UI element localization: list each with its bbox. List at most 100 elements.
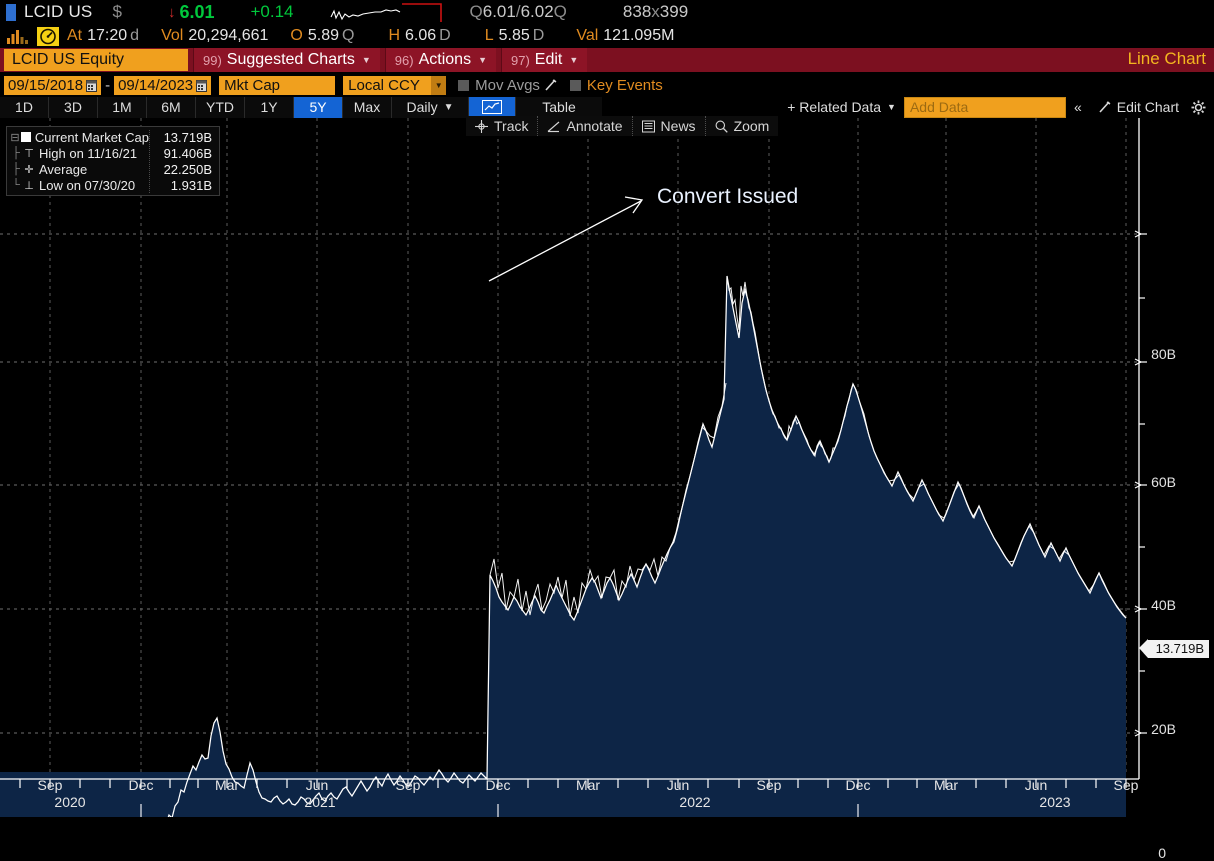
bidask-slash: /	[515, 2, 521, 21]
y-tick-80b: 80B	[1151, 346, 1176, 362]
date-to-field[interactable]: 09/14/2023	[114, 75, 212, 95]
chart-legend[interactable]: ⊟ Current Market Cap 13.719B ├ ⊤ High on…	[6, 126, 220, 196]
legend-row-average[interactable]: ├ ✛ Average 22.250B	[7, 161, 219, 177]
track-button[interactable]: Track	[466, 116, 539, 136]
calendar-icon[interactable]	[196, 79, 208, 92]
gear-icon[interactable]	[1191, 100, 1206, 115]
legend-label-low: Low on 07/30/20	[39, 177, 136, 193]
price-tag-arrow-icon	[1138, 639, 1148, 658]
price-down-arrow-icon: ↓	[167, 3, 176, 21]
pencil-icon[interactable]	[544, 78, 558, 92]
legend-square-icon	[20, 132, 31, 142]
legend-row-current[interactable]: ⊟ Current Market Cap 13.719B	[7, 129, 219, 145]
interval-label: Daily	[406, 99, 438, 115]
legend-label-current: Current Market Cap	[34, 129, 149, 145]
x-label-month-10: Mar	[933, 777, 959, 793]
period-bar: 1D 3D 1M 6M YTD 1Y 5Y Max Daily ▼ Table …	[0, 96, 1214, 118]
zoom-button[interactable]: Zoom	[706, 116, 779, 136]
track-label: Track	[494, 118, 529, 134]
period-max[interactable]: Max	[343, 96, 392, 118]
chevron-down-icon[interactable]: ▼	[431, 75, 447, 95]
period-1y[interactable]: 1Y	[245, 96, 294, 118]
legend-label-high: High on 11/16/21	[39, 145, 138, 161]
edit-chart-button[interactable]: Edit Chart	[1090, 97, 1187, 118]
x-label-year-2022: 2022	[679, 794, 711, 810]
x-label-month-12: Sep	[1113, 777, 1139, 793]
x-label-month-3: Jun	[305, 777, 329, 793]
bid-size: 838	[622, 2, 652, 21]
legend-row-low[interactable]: └ ⊥ Low on 07/30/20 1.931B	[7, 177, 219, 193]
legend-tree-toggle[interactable]: ⊟	[10, 131, 20, 144]
interval-selector[interactable]: Daily ▼	[392, 96, 469, 118]
annotate-label: Annotate	[566, 118, 623, 134]
collapse-button[interactable]: «	[1073, 99, 1082, 115]
chart-type-title: Line Chart	[1127, 49, 1206, 68]
chart-annotation-text[interactable]: Convert Issued	[657, 185, 799, 208]
x-label-month-0: Sep	[37, 777, 63, 793]
gauge-icon[interactable]	[37, 26, 59, 46]
date-from-field[interactable]: 09/15/2018	[4, 75, 102, 95]
chart-view-button[interactable]	[469, 96, 516, 118]
mov-avgs-checkbox[interactable]	[458, 79, 470, 91]
legend-row-high[interactable]: ├ ⊤ High on 11/16/21 91.406B	[7, 145, 219, 161]
zoom-label: Zoom	[733, 118, 770, 134]
x-label-month-6: Mar	[575, 777, 601, 793]
x-label-month-8: Sep	[756, 777, 782, 793]
x-label-month-4: Sep	[395, 777, 421, 793]
low-value: 5.85	[498, 27, 530, 44]
last-price: 6.01	[179, 1, 215, 22]
mov-avgs-toggle[interactable]: Mov Avgs	[458, 77, 558, 94]
ask-size: 399	[659, 2, 689, 21]
table-view-button[interactable]: Table	[516, 96, 602, 118]
news-icon	[641, 120, 655, 132]
low-marker-icon: ⊥	[24, 179, 34, 192]
annotate-button[interactable]: Annotate	[538, 116, 633, 136]
x-label-month-2: Mar	[214, 777, 240, 793]
y-tick-60b: 60B	[1151, 474, 1176, 490]
key-events-toggle[interactable]: Key Events	[569, 76, 663, 94]
edit-button[interactable]: 97) Edit ▼	[500, 48, 588, 72]
period-5y[interactable]: 5Y	[294, 96, 343, 118]
edit-label: Edit	[534, 51, 563, 68]
bid-ask-quote: Q6.01/6.02Q	[470, 2, 567, 22]
market-cap-area-fill	[168, 276, 1126, 817]
period-1m[interactable]: 1M	[98, 96, 147, 118]
field-selector[interactable]: Mkt Cap	[219, 75, 336, 95]
chevron-down-icon: ▼	[887, 102, 896, 112]
x-label-month-1: Dec	[128, 777, 154, 793]
intraday-sparkline-icon	[330, 3, 442, 22]
quote-header-row-1: LCID US $ ↓ 6.01 +0.14 Q6.01/6.02Q 838x3…	[0, 0, 1214, 24]
at-suffix: d	[130, 27, 140, 44]
currency-selector[interactable]: Local CCY ▼	[343, 75, 447, 95]
bid-qualifier: Q	[469, 2, 483, 21]
legend-value-current: 13.719B	[149, 129, 216, 145]
y-tick-20b: 20B	[1151, 721, 1176, 737]
chevron-down-icon: ▼	[443, 101, 454, 113]
key-events-checkbox[interactable]	[569, 79, 581, 91]
actions-number: 96)	[394, 52, 414, 68]
security-field[interactable]: LCID US Equity	[4, 49, 188, 71]
chart-plot-area[interactable]: 0 20B 40B 60B 80B	[0, 118, 1214, 861]
news-button[interactable]: News	[633, 116, 706, 136]
parameters-bar: 09/15/2018 - 09/14/2023 Mkt Cap Local CC…	[0, 74, 1214, 96]
suggested-charts-number: 99)	[203, 52, 222, 68]
period-3d[interactable]: 3D	[49, 96, 98, 118]
key-events-label: Key Events	[586, 76, 663, 94]
actions-button[interactable]: 96) Actions ▼	[384, 48, 496, 72]
related-data-button[interactable]: + Related Data ▼	[779, 97, 904, 118]
x-axis-ticks	[19, 779, 1127, 788]
volume-bars-icon[interactable]	[6, 28, 32, 44]
calendar-icon[interactable]	[86, 79, 98, 92]
legend-value-low: 1.931B	[149, 177, 216, 193]
date-range-dash: -	[105, 76, 111, 94]
x-label-month-5: Dec	[485, 777, 511, 793]
at-label: At	[67, 27, 83, 44]
market-cap-area-chart[interactable]	[0, 118, 1214, 817]
period-6m[interactable]: 6M	[147, 96, 196, 118]
add-data-input[interactable]: Add Data	[903, 96, 1066, 118]
legend-value-average: 22.250B	[149, 161, 216, 177]
suggested-charts-button[interactable]: 99) Suggested Charts ▼	[193, 48, 380, 72]
period-ytd[interactable]: YTD	[196, 96, 245, 118]
date-from-value: 09/15/2018	[8, 76, 84, 94]
period-1d[interactable]: 1D	[0, 96, 49, 118]
